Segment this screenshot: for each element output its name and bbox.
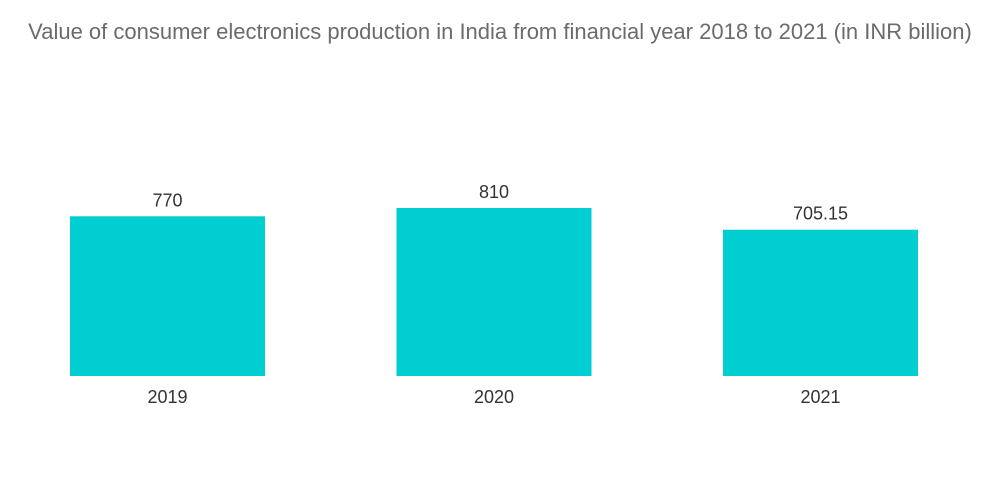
value-label-2021: 705.15 (793, 204, 848, 224)
value-label-2020: 810 (479, 182, 509, 202)
bar-2021 (723, 229, 918, 376)
value-label-2019: 770 (152, 190, 182, 210)
bar-2019 (70, 216, 265, 376)
bar-2020 (396, 208, 592, 376)
x-tick-label-2020: 2020 (474, 387, 514, 407)
chart-title: Value of consumer electronics production… (28, 19, 972, 44)
x-tick-label-2019: 2019 (147, 387, 187, 407)
x-tick-label-2021: 2021 (800, 387, 840, 407)
